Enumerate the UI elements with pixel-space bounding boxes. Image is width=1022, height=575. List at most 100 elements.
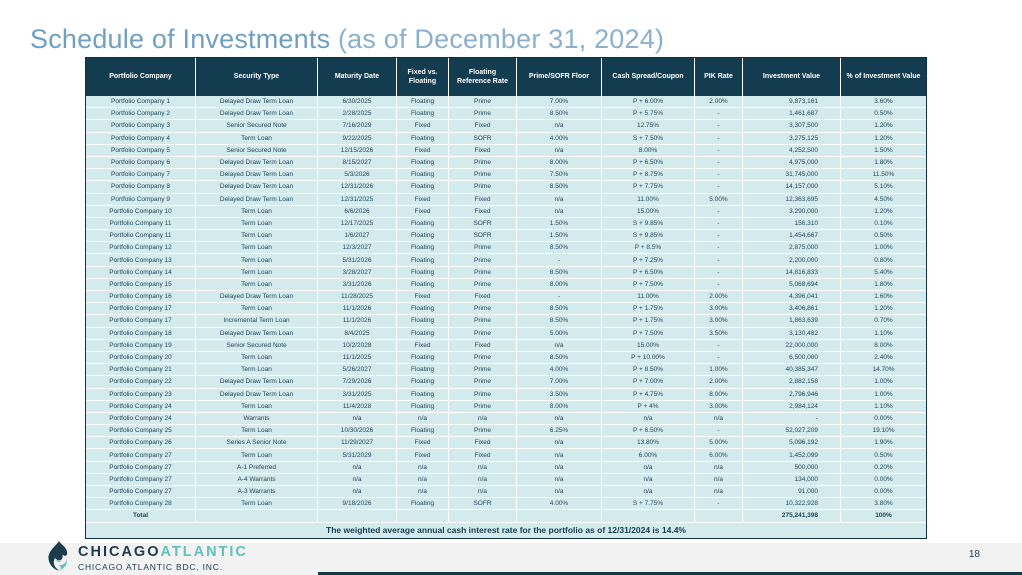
- page-title-suffix: (as of December 31, 2024): [337, 24, 665, 54]
- table-cell: n/a: [449, 412, 517, 425]
- column-header: Fixed vs. Floating: [397, 58, 449, 96]
- table-cell: Portfolio Company 28: [86, 498, 196, 510]
- table-cell: 0.70%: [874, 317, 893, 325]
- column-header: Cash Spread/Coupon: [602, 58, 695, 96]
- table-cell: Portfolio Company 7: [86, 169, 196, 181]
- table-cell: 3,307,500: [743, 120, 841, 132]
- table-cell: 12/31/2026: [318, 181, 397, 193]
- table-cell: 5.00%: [695, 193, 743, 205]
- table-cell: Prime: [449, 351, 517, 364]
- table-cell: Fixed: [449, 144, 517, 156]
- table-cell: 9,873,161: [743, 96, 841, 108]
- table-row: Portfolio Company 17 Term Loan 11/1/2026 Fl…: [86, 303, 926, 316]
- table-cell: Portfolio Company 17: [86, 303, 196, 315]
- table-cell: 14,157,000: [743, 181, 841, 193]
- table-cell: -: [695, 230, 743, 242]
- table-cell: [517, 510, 602, 522]
- table-cell: Floating: [397, 108, 449, 120]
- table-cell: Prime: [449, 327, 517, 339]
- table-row: Portfolio Company 24 Term Loan 11/4/2028 Fl…: [86, 400, 926, 413]
- table-cell: [695, 510, 743, 522]
- table-cell: Delayed Draw Term Loan: [196, 376, 318, 388]
- table-cell: 8.00%: [874, 341, 893, 349]
- table-row: Portfolio Company 16 Delayed Draw Term Lo…: [86, 291, 926, 304]
- table-cell: 5,068,694: [743, 278, 841, 290]
- table-row: Portfolio Company 2 Delayed Draw Term Loa…: [86, 108, 926, 121]
- table-cell: 6/6/2026: [318, 205, 397, 217]
- table-cell: 0.50%: [874, 451, 893, 459]
- table-cell: Portfolio Company 4: [86, 132, 196, 144]
- table-cell: Portfolio Company 3: [86, 120, 196, 132]
- table-cell: Delayed Draw Term Loan: [196, 169, 318, 181]
- table-row: Portfolio Company 26 Series A Senior Note…: [86, 437, 926, 450]
- table-cell: Term Loan: [196, 266, 318, 278]
- table-row: Portfolio Company 25 Term Loan 10/30/2026 F…: [86, 425, 926, 438]
- table-cell: Fixed: [449, 449, 517, 461]
- table-cell: -: [695, 498, 743, 510]
- table-cell: Portfolio Company 15: [86, 278, 196, 290]
- table-cell: Portfolio Company 5: [86, 144, 196, 156]
- table-cell: Delayed Draw Term Loan: [196, 181, 318, 193]
- table-cell: P + 4.75%: [602, 388, 695, 400]
- table-cell: 8.50%: [517, 303, 602, 315]
- table-cell: P + 7.25%: [602, 254, 695, 266]
- table-cell: 134,000: [743, 473, 841, 485]
- table-cell: 10/30/2026: [318, 425, 397, 437]
- table-cell: Prime: [449, 242, 517, 254]
- table-cell: 1.50%: [517, 230, 602, 242]
- table-cell: -: [695, 120, 743, 132]
- table-cell: 12/31/2025: [318, 193, 397, 205]
- table-cell: Delayed Draw Term Loan: [196, 96, 318, 108]
- table-cell: 1.60%: [874, 293, 893, 301]
- table-cell: 0.00%: [874, 475, 893, 483]
- table-cell: 1,454,667: [743, 230, 841, 242]
- table-cell: n/a: [397, 486, 449, 498]
- table-cell: 12.75%: [602, 120, 695, 132]
- table-cell: S + 7.50%: [602, 132, 695, 144]
- table-cell: 1.90%: [874, 439, 893, 447]
- table-cell: Portfolio Company 27: [86, 486, 196, 498]
- table-cell: 1.50%: [517, 217, 602, 230]
- table-cell: P + 7.75%: [602, 181, 695, 193]
- table-cell: 7.00%: [517, 376, 602, 388]
- table-cell: Portfolio Company 8: [86, 181, 196, 193]
- table-cell: P + 4%: [602, 400, 695, 412]
- table-cell: 40,385,347: [743, 364, 841, 376]
- table-cell: -: [695, 181, 743, 193]
- table-cell: A-4 Warrants: [196, 473, 318, 485]
- table-cell: n/a: [397, 461, 449, 473]
- page-number: 18: [968, 549, 980, 560]
- logo-wordmark-atlantic: ATLANTIC: [160, 544, 248, 561]
- table-row: Portfolio Company 28 Term Loan 9/18/2026 Fl…: [86, 498, 926, 511]
- table-cell: Incremental Term Loan: [196, 315, 318, 327]
- table-cell: 1/6/2027: [318, 230, 397, 242]
- table-cell: 5/3/2026: [318, 169, 397, 181]
- table-cell: Floating: [397, 303, 449, 315]
- table-cell: n/a: [318, 473, 397, 485]
- table-cell: Fixed: [449, 205, 517, 217]
- table-cell: Floating: [397, 217, 449, 230]
- table-cell: S + 9.85%: [602, 217, 695, 230]
- table-cell: n/a: [517, 120, 602, 132]
- table-cell: Senior Secured Note: [196, 339, 318, 351]
- column-header: Maturity Date: [318, 58, 397, 96]
- table-cell: 6,500,000: [743, 351, 841, 364]
- table-row: Portfolio Company 7 Delayed Draw Term Loa…: [86, 169, 926, 182]
- table-cell: Floating: [397, 425, 449, 437]
- table-cell: Term Loan: [196, 278, 318, 290]
- table-row: Portfolio Company 15 Term Loan 3/31/2026 Fl…: [86, 278, 926, 291]
- table-cell: 6/30/2025: [318, 96, 397, 108]
- table-cell: n/a: [449, 473, 517, 485]
- table-cell: 3,275,125: [743, 132, 841, 144]
- table-cell: 19.10%: [872, 427, 895, 435]
- table-cell: 13.80%: [602, 437, 695, 449]
- table-cell: Portfolio Company 23: [86, 388, 196, 400]
- table-row: Portfolio Company 8 Delayed Draw Term Loa…: [86, 181, 926, 194]
- logo-wordmark-chicago: CHICAGO: [78, 544, 161, 561]
- table-cell: 3,130,482: [743, 327, 841, 339]
- table-cell: 1.10%: [874, 329, 893, 337]
- table-cell: 3/28/2027: [318, 266, 397, 278]
- table-cell: P + 6.50%: [602, 425, 695, 437]
- table-cell: Prime: [449, 425, 517, 437]
